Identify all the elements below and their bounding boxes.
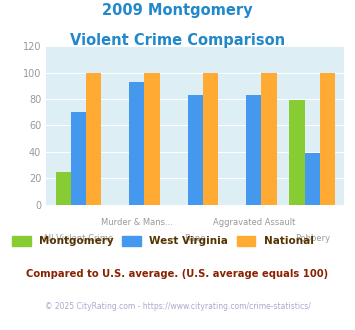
Bar (289, 100, 305, 205)
Bar (86, 73, 101, 205)
Text: © 2025 CityRating.com - https://www.cityrating.com/crime-statistics/: © 2025 CityRating.com - https://www.city… (45, 302, 310, 311)
Bar (144, 73, 160, 205)
Text: Rape: Rape (185, 234, 206, 243)
Bar (55, 172, 71, 205)
Text: 2009 Montgomery: 2009 Montgomery (102, 3, 253, 18)
Bar (71, 112, 86, 205)
Bar (188, 95, 203, 205)
Legend: Montgomery, West Virginia, National: Montgomery, West Virginia, National (12, 236, 313, 247)
Text: Robbery: Robbery (295, 234, 330, 243)
Text: Murder & Mans...: Murder & Mans... (101, 218, 173, 227)
Text: Compared to U.S. average. (U.S. average equals 100): Compared to U.S. average. (U.S. average … (26, 269, 329, 279)
Bar (305, 153, 320, 205)
Bar (129, 82, 144, 205)
Text: All Violent Crime: All Violent Crime (43, 234, 114, 243)
Bar (261, 73, 277, 205)
Text: Aggravated Assault: Aggravated Assault (213, 218, 295, 227)
Bar (203, 73, 218, 205)
Bar (320, 73, 335, 205)
Bar (246, 95, 261, 205)
Text: Violent Crime Comparison: Violent Crime Comparison (70, 33, 285, 48)
